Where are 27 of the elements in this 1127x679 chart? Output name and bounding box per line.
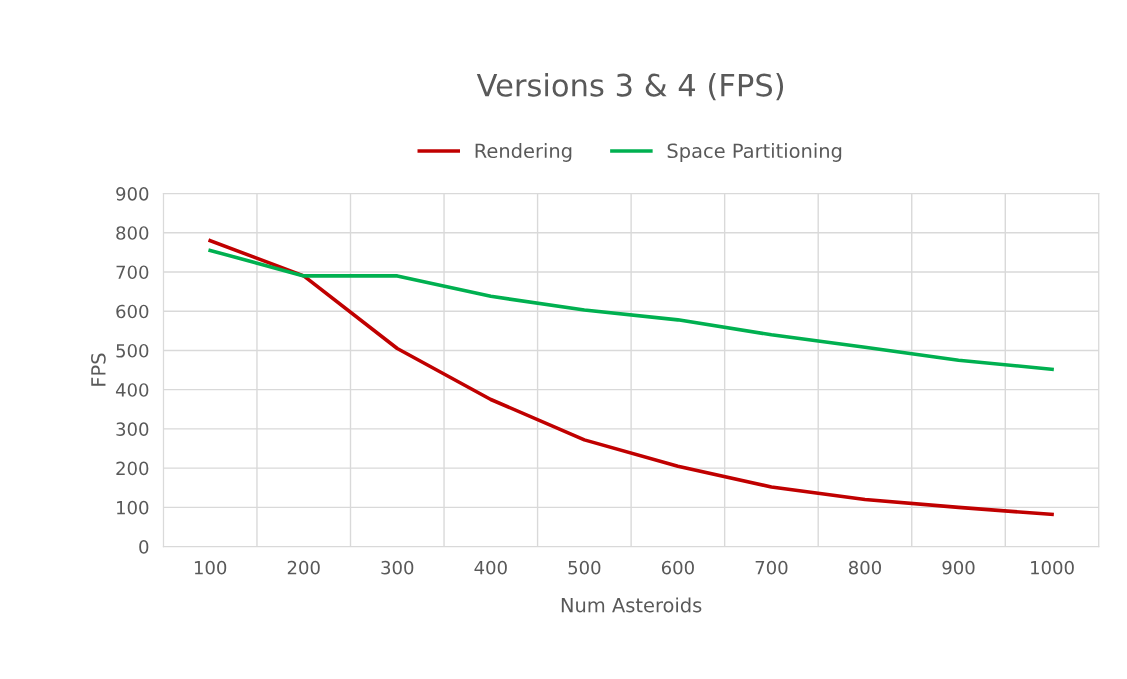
x-tick-label: 200 <box>287 560 320 575</box>
x-tick-label: 100 <box>194 560 227 575</box>
line-series <box>208 248 1054 372</box>
x-tick-label: 400 <box>474 560 507 575</box>
legend-label: Rendering <box>475 143 572 162</box>
x-tick-label: 600 <box>661 560 694 575</box>
x-tick-label: 300 <box>381 560 414 575</box>
y-tick-label: 200 <box>116 461 149 476</box>
y-tick-label: 400 <box>115 383 149 397</box>
x-tick-label: 700 <box>755 560 788 575</box>
y-tick-label: 0 <box>139 540 149 554</box>
y-axis-title: FPS <box>91 353 106 386</box>
x-tick-label: 800 <box>848 560 881 575</box>
y-tick-label: 800 <box>116 226 149 240</box>
y-tick-label: 500 <box>116 343 149 358</box>
y-tick-label: 300 <box>116 422 149 437</box>
y-tick-label: 900 <box>116 186 149 201</box>
chart-title: Versions 3 & 4 (FPS) <box>476 73 784 101</box>
x-tick-label: 900 <box>942 560 975 575</box>
x-tick-label: 1000 <box>1031 560 1074 575</box>
line-series <box>208 238 1054 517</box>
legend-label: Space Partitioning <box>667 143 842 162</box>
x-axis-title: Num Asteroids <box>561 597 702 613</box>
y-tick-label: 100 <box>117 500 149 515</box>
y-tick-label: 600 <box>116 304 149 319</box>
x-tick-label: 500 <box>568 560 601 575</box>
y-tick-label: 700 <box>116 265 149 280</box>
